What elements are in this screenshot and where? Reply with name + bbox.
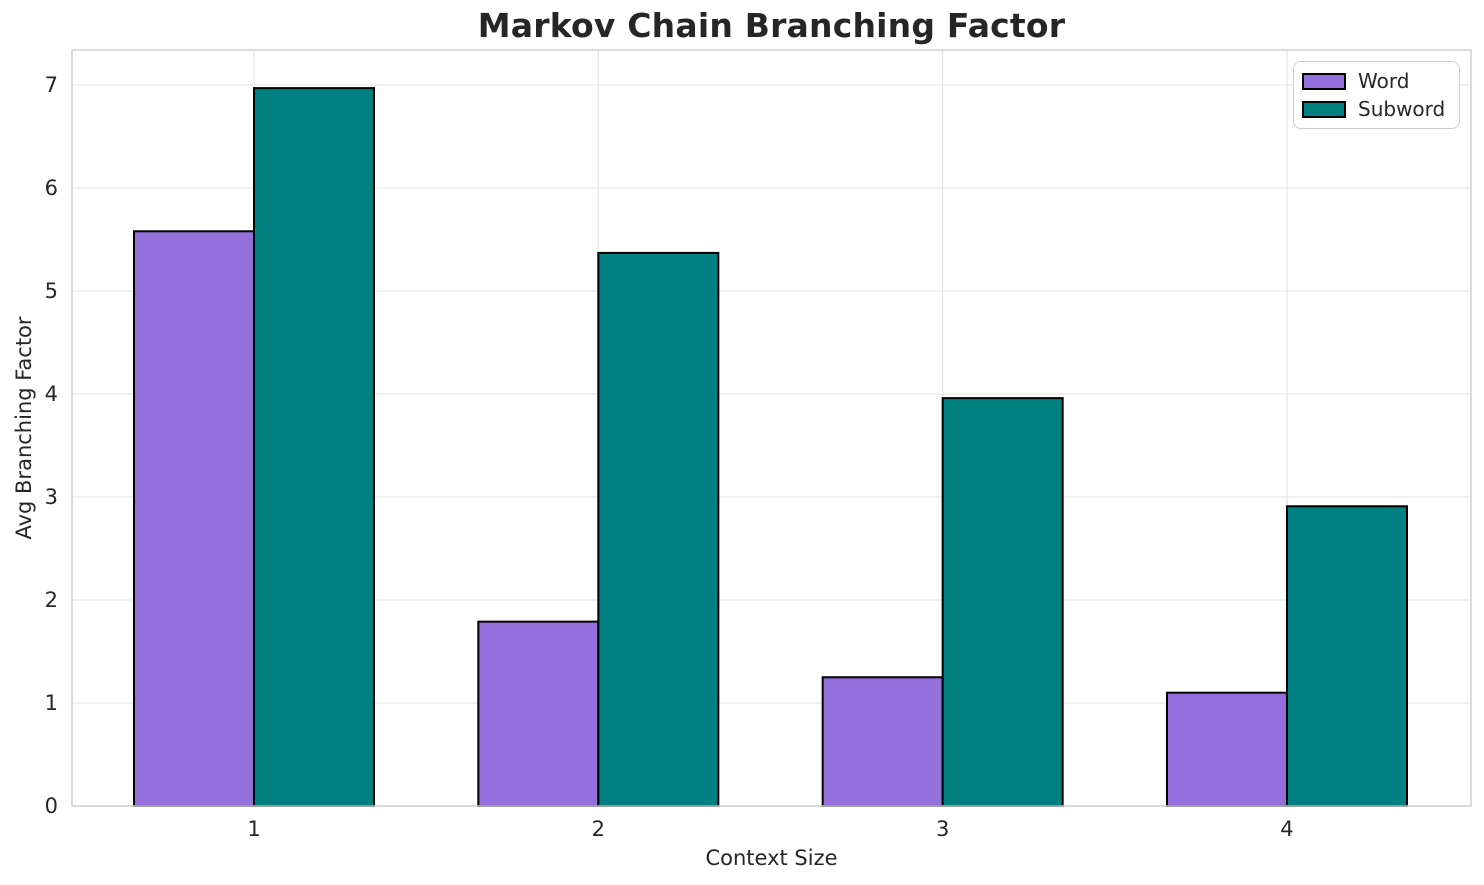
subword-bar-3 <box>941 397 1064 807</box>
legend: Word Subword <box>1293 61 1460 129</box>
word-legend-swatch <box>1302 72 1346 90</box>
subword-bar-2 <box>597 251 720 808</box>
word-bar-4 <box>1165 691 1288 808</box>
y-tick-label: 7 <box>44 73 58 98</box>
y-tick-label: 2 <box>44 588 58 612</box>
legend-label-word: Word <box>1358 69 1410 93</box>
y-tick-label: 1 <box>44 691 58 715</box>
y-tick-label: 4 <box>44 382 58 406</box>
legend-label-subword: Subword <box>1358 97 1446 121</box>
x-tick-label: 2 <box>591 817 606 841</box>
x-tick-label: 1 <box>247 817 261 841</box>
x-tick-label: 3 <box>935 817 950 841</box>
legend-entry-subword: Subword <box>1302 98 1451 120</box>
legend-entry-word: Word <box>1302 70 1451 92</box>
word-bar-2 <box>477 620 600 808</box>
subword-legend-swatch <box>1302 100 1346 118</box>
subword-bar-4 <box>1285 505 1408 807</box>
x-axis-label: Context Size <box>705 846 838 870</box>
chart-title: Markov Chain Branching Factor <box>477 6 1066 45</box>
y-tick-label: 3 <box>44 485 58 509</box>
word-bar-1 <box>133 230 255 807</box>
subword-bar-1 <box>253 87 375 807</box>
y-tick-label: 5 <box>44 279 58 303</box>
plot-frame <box>71 49 1472 807</box>
y-tick-label: 6 <box>44 176 58 201</box>
word-bar-3 <box>821 676 944 808</box>
y-tick-label: 0 <box>44 794 58 818</box>
x-tick-label: 4 <box>1280 817 1294 841</box>
